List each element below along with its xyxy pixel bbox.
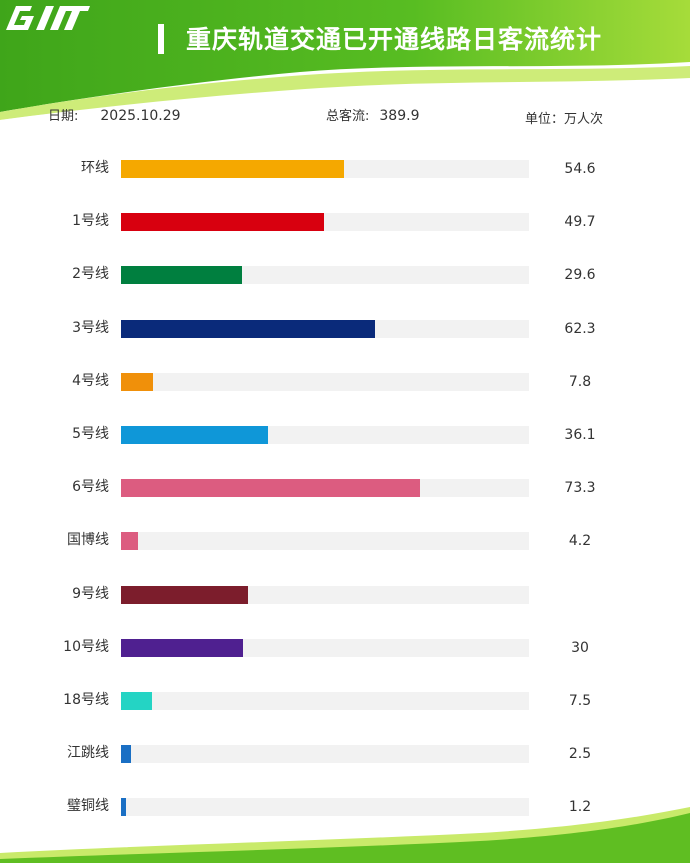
bar-value-label: 7.8 bbox=[568, 373, 592, 390]
bar-row: 国博线 4.2 bbox=[0, 530, 690, 551]
bar-category-label: 2号线 bbox=[72, 266, 109, 283]
bar-track bbox=[121, 798, 529, 817]
bar-value-label: 7.5 bbox=[568, 693, 592, 709]
bar-value-label: 62.3 bbox=[564, 320, 596, 337]
total-meta: 总客流: 389.9 bbox=[326, 105, 419, 124]
bar bbox=[121, 426, 269, 444]
bar bbox=[121, 213, 324, 232]
bar-row: 9号线 bbox=[0, 584, 690, 604]
bar-track bbox=[121, 319, 529, 338]
bar-track bbox=[121, 372, 529, 391]
bar bbox=[121, 638, 244, 657]
bar-category-label: 环线 bbox=[81, 160, 109, 176]
bar-row: 3号线 62.3 bbox=[0, 318, 690, 338]
bar-category-label: 18号线 bbox=[63, 692, 109, 708]
footer-banner bbox=[0, 803, 690, 863]
bar-category-label: 国博线 bbox=[67, 532, 109, 549]
cqrt-logo-icon bbox=[6, 6, 90, 30]
bar-category-label: 江跳线 bbox=[67, 745, 109, 762]
bar bbox=[121, 692, 152, 710]
bar-category-label: 4号线 bbox=[72, 372, 109, 389]
bar bbox=[121, 372, 153, 391]
bar-value-label: 36.1 bbox=[564, 427, 596, 443]
bar-track bbox=[121, 585, 529, 604]
total-label: 总客流: bbox=[326, 109, 370, 124]
bar-category-label: 5号线 bbox=[72, 426, 109, 442]
logo-divider bbox=[158, 24, 164, 54]
unit-label: 单位：万人次 bbox=[525, 112, 604, 127]
date-label: 日期: bbox=[48, 109, 79, 124]
bar-category-label: 10号线 bbox=[63, 638, 109, 655]
header-banner: 重庆轨道交通已开通线路日客流统计 bbox=[0, 0, 690, 120]
bar bbox=[121, 532, 139, 551]
bar-row: 江跳线 2.5 bbox=[0, 743, 690, 764]
total-value: 389.9 bbox=[379, 108, 420, 124]
bar-value-label: 73.3 bbox=[564, 480, 596, 497]
bar bbox=[121, 798, 126, 817]
bar-track bbox=[121, 532, 529, 551]
bar-track bbox=[121, 426, 529, 444]
bar-category-label: 3号线 bbox=[72, 319, 109, 336]
bar-track bbox=[121, 479, 529, 498]
bar-value-label: 4.2 bbox=[568, 533, 592, 550]
bar bbox=[121, 745, 132, 764]
page-title: 重庆轨道交通已开通线路日客流统计 bbox=[186, 25, 603, 54]
bar-category-label: 1号线 bbox=[72, 213, 109, 230]
bar bbox=[121, 160, 344, 178]
bar-row: 6号线 73.3 bbox=[0, 477, 690, 498]
bar-row: 2号线 29.6 bbox=[0, 264, 690, 285]
bar-row: 4号线 7.8 bbox=[0, 371, 690, 391]
bar-row: 1号线 49.7 bbox=[0, 211, 690, 232]
bar-track bbox=[121, 745, 529, 764]
bar-value-label: 1.2 bbox=[568, 799, 592, 816]
bar-category-label: 9号线 bbox=[72, 585, 109, 602]
bar-row: 18号线 7.5 bbox=[0, 690, 690, 710]
date-meta: 日期: 2025.10.29 bbox=[48, 105, 181, 124]
bar-value-label: 30 bbox=[571, 639, 589, 656]
bar bbox=[121, 585, 249, 604]
bar-value-label: 29.6 bbox=[564, 267, 596, 284]
bar-category-label: 璧铜线 bbox=[67, 798, 109, 815]
bar-track bbox=[121, 638, 529, 657]
bar-category-label: 6号线 bbox=[72, 479, 109, 496]
bar-value-label: 2.5 bbox=[568, 746, 592, 763]
bar-track bbox=[121, 266, 529, 285]
bar bbox=[121, 479, 421, 498]
bar-row: 璧铜线 1.2 bbox=[0, 796, 690, 817]
bar-track bbox=[121, 692, 529, 710]
bar bbox=[121, 319, 376, 338]
bar-row: 环线 54.6 bbox=[0, 158, 690, 178]
footer-background bbox=[0, 807, 690, 863]
header-background bbox=[0, 0, 690, 120]
bar-value-label: 54.6 bbox=[564, 161, 596, 177]
bar-row: 10号线 30 bbox=[0, 637, 690, 657]
bar-track bbox=[121, 213, 529, 232]
bar-track bbox=[121, 160, 529, 178]
bar-value-label: 49.7 bbox=[564, 214, 596, 231]
bar bbox=[121, 266, 242, 285]
date-value: 2025.10.29 bbox=[100, 108, 181, 124]
bar-row: 5号线 36.1 bbox=[0, 424, 690, 444]
